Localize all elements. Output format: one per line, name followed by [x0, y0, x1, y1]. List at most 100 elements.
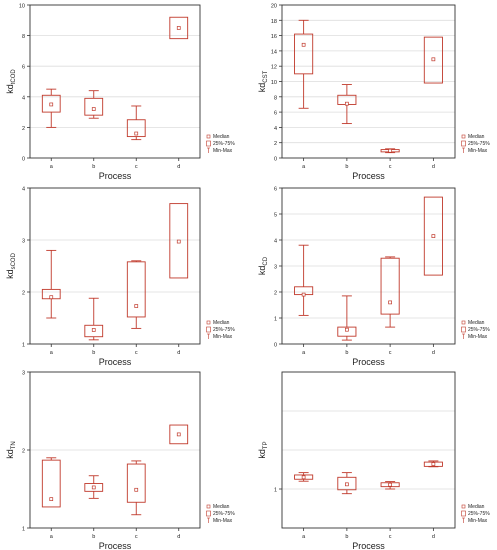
box-a	[41, 457, 61, 508]
plot-frame	[281, 371, 456, 529]
y-tick-label: 1	[22, 343, 25, 349]
iqr-box	[423, 461, 443, 467]
box-c	[380, 148, 400, 154]
x-tick-label: c	[389, 164, 392, 170]
iqr-box	[41, 459, 61, 508]
iqr-box	[294, 33, 314, 75]
median-marker	[345, 327, 349, 332]
iqr-box	[423, 196, 443, 276]
y-axis-label: kdtCOD	[5, 69, 17, 94]
median-marker	[388, 300, 392, 305]
median-marker	[345, 482, 349, 487]
box-c	[380, 481, 400, 490]
chart-panel-2: 0 2 4 6 8 10 12 14 16 18 20 kdCST a b c d Process Median2…	[257, 4, 490, 182]
box-b	[337, 84, 357, 125]
median-marker	[91, 485, 96, 490]
y-tick-label: 8	[274, 95, 277, 101]
x-tick-label: c	[389, 534, 392, 540]
y-tick-label: 6	[22, 65, 25, 71]
y-axis-label-main: kd	[257, 449, 267, 459]
legend-iqr-swatch	[206, 510, 211, 517]
x-axis-label: Process	[352, 357, 385, 367]
x-tick-label: c	[135, 350, 138, 356]
median-marker	[431, 234, 436, 238]
box-d	[169, 424, 189, 445]
iqr-box	[84, 483, 104, 492]
median-marker	[134, 131, 139, 136]
chart-panel-4: 0 1 2 3 4 5 6 kdCD a b c d Process Median25%-75%Min-M…	[257, 187, 490, 368]
median-marker	[176, 432, 181, 437]
box-a	[294, 244, 314, 316]
box-d	[169, 16, 189, 40]
legend-label: Median	[213, 134, 230, 140]
y-axis-label-sub: CD	[263, 256, 269, 265]
median-marker	[388, 148, 392, 153]
legend-median-swatch	[461, 134, 466, 139]
y-axis-label-main: kd	[5, 449, 15, 459]
x-tick-label: c	[135, 534, 138, 540]
box-c	[126, 460, 146, 516]
median-marker	[301, 42, 306, 47]
x-tick-label: a	[50, 534, 54, 540]
iqr-box	[294, 474, 314, 480]
y-tick-label: 20	[271, 4, 277, 10]
x-tick-label: a	[302, 164, 306, 170]
y-axis-label: kdsCOD	[5, 252, 17, 279]
y-tick-label: 0	[274, 157, 277, 163]
legend-label: Min-Max	[213, 334, 233, 340]
y-tick-label: 2	[274, 141, 277, 147]
plot-frame	[29, 187, 201, 345]
y-tick-label: 2	[22, 449, 25, 455]
median-marker	[176, 26, 181, 30]
y-tick-label: 1	[274, 488, 277, 494]
legend-median-swatch	[206, 504, 211, 509]
median-marker	[301, 475, 306, 480]
x-tick-label: d	[432, 534, 435, 540]
legend-label: Min-Max	[468, 148, 488, 154]
iqr-box	[84, 97, 104, 116]
x-tick-label: d	[432, 350, 435, 356]
y-axis-label: kdCST	[257, 70, 269, 92]
y-tick-label: 0	[22, 157, 25, 163]
y-tick-label: 12	[271, 65, 277, 71]
y-tick-label: 18	[271, 19, 277, 25]
box-c	[126, 105, 146, 141]
median-marker	[49, 102, 54, 107]
x-tick-label: b	[345, 534, 348, 540]
y-tick-label: 8	[22, 34, 25, 40]
y-axis-label: kdTP	[257, 441, 269, 458]
x-tick-label: b	[92, 350, 95, 356]
median-marker	[431, 462, 436, 466]
box-b	[337, 295, 357, 341]
y-tick-label: 2	[274, 291, 277, 297]
x-axis-label: Process	[352, 171, 385, 181]
y-tick-label: 16	[271, 34, 277, 40]
box-b	[84, 297, 104, 341]
x-axis-label: Process	[352, 541, 385, 550]
y-axis-label-sub: CST	[263, 70, 269, 82]
x-axis-label: Process	[99, 171, 132, 181]
legend-label: Median	[213, 320, 230, 326]
y-tick-label: 1	[22, 527, 25, 533]
legend-iqr-swatch	[461, 510, 466, 517]
legend-label: 25%-75%	[213, 511, 235, 517]
median-marker	[431, 57, 436, 62]
y-axis-label: kdTN	[5, 441, 17, 459]
box-a	[294, 472, 314, 482]
median-marker	[91, 107, 96, 111]
median-marker	[176, 239, 181, 244]
x-tick-label: c	[135, 164, 138, 170]
x-tick-label: d	[177, 164, 180, 170]
median-marker	[49, 295, 54, 300]
x-tick-label: c	[389, 350, 392, 356]
x-tick-label: a	[50, 350, 54, 356]
y-axis-label-main: kd	[257, 83, 267, 93]
y-tick-label: 10	[19, 4, 25, 10]
